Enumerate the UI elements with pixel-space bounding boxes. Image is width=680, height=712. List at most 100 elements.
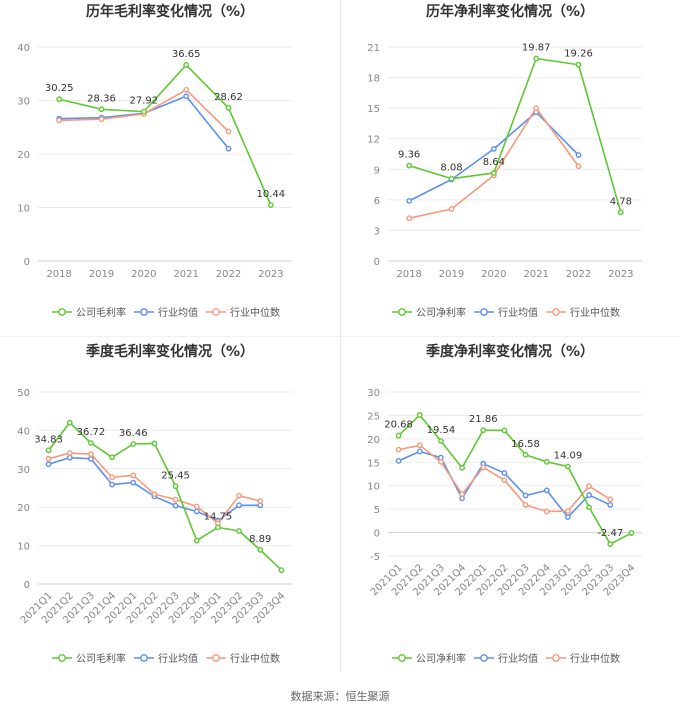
x-tick-label: 2019: [89, 269, 114, 280]
data-point-company: [257, 546, 264, 553]
legend-marker: [212, 308, 220, 316]
data-point-company: [459, 465, 465, 471]
data-point-median: [416, 442, 423, 449]
series-line-company: [47, 421, 282, 571]
legend-marker: [58, 654, 66, 662]
chart-annual-net-margin: 历年净利率变化情况（%） 0 3 6 9 12 15 18 21 2018 2019 2020 2021…: [340, 0, 680, 336]
data-label: 20.68: [384, 420, 413, 431]
data-point-company: [628, 530, 635, 536]
data-point-avg: [236, 502, 242, 509]
data-point-median: [565, 508, 571, 514]
data-point-company: [448, 175, 455, 182]
chart-annual-net-margin-svg: 历年净利率变化情况（%） 0 3 6 9 12 15 18 21 2018 2019 2020 2021…: [367, 3, 642, 319]
data-point-company: [267, 202, 274, 209]
chart-annual-gross-margin: 历年毛利率变化情况（%） 0 10 20 30 40 2018 2019 2020 2021 202…: [0, 0, 340, 336]
y-tick-label: 0: [374, 257, 380, 268]
legend-label-company: 公司净利率: [416, 306, 466, 319]
legend-marker: [480, 654, 488, 662]
data-point-avg: [565, 514, 571, 521]
series-line-company: [408, 57, 622, 213]
y-tick-label: 15: [367, 458, 380, 469]
data-point-avg: [575, 152, 582, 158]
data-label: 30.25: [45, 83, 74, 94]
data-point-company: [501, 427, 508, 434]
legend-marker: [58, 308, 66, 316]
x-tick-label: 2021: [173, 269, 198, 280]
data-point-avg: [183, 93, 190, 100]
data-point-company: [416, 412, 423, 418]
x-tick-label: 2018: [46, 269, 71, 280]
data-point-company: [88, 440, 94, 446]
data-label: 25.45: [161, 470, 190, 481]
y-tick-label: 3: [374, 226, 380, 237]
data-point-median: [45, 455, 52, 462]
data-point-median: [236, 492, 242, 499]
legend-marker: [398, 308, 406, 316]
chart-quarterly-gross-margin-svg: 季度毛利率变化情况（%）010203040502021Q12021Q22021Q…: [17, 343, 292, 665]
data-point-company: [395, 432, 402, 439]
data-label: 36.65: [172, 49, 201, 60]
data-label: 14.09: [554, 451, 583, 462]
data-label: 28.62: [214, 92, 243, 103]
data-point-avg: [109, 481, 115, 488]
data-point-company: [522, 451, 529, 458]
data-point-company: [236, 528, 242, 534]
data-point-median: [501, 477, 508, 483]
data-label: 19.87: [522, 43, 551, 54]
data-point-median: [56, 117, 63, 124]
data-point-company: [56, 96, 63, 103]
data-point-median: [438, 458, 444, 465]
data-point-company: [66, 419, 73, 426]
data-point-avg: [543, 487, 550, 494]
data-point-median: [586, 483, 592, 490]
data-point-avg: [416, 448, 423, 455]
y-tick-label: 30: [17, 465, 30, 476]
chart-quarterly-gross-margin: 季度毛利率变化情况（%） 0 10 20 30 40 50 2021Q1 2021Q2 2021Q…: [0, 336, 340, 676]
legend-label-avg: 行业均值: [158, 652, 198, 665]
data-point-avg: [193, 508, 200, 515]
legend-label-company: 公司净利率: [416, 652, 466, 665]
legend-label-avg: 行业均值: [498, 306, 538, 319]
y-tick-label: 40: [17, 426, 30, 437]
data-point-avg: [406, 197, 413, 204]
data-point-avg: [66, 454, 73, 461]
data-label: 27.92: [130, 96, 159, 107]
horizontal-divider: [0, 336, 680, 337]
legend-label-median: 行业中位数: [230, 306, 280, 319]
series-line-company: [398, 414, 632, 545]
chart-quarterly-net-margin-svg: 季度净利率变化情况（%）-50510152025302021Q12021Q220…: [367, 343, 642, 665]
data-source-footer: 数据来源：恒生聚源: [290, 690, 390, 703]
data-label: 10.44: [257, 189, 286, 200]
series-line-company: [58, 64, 272, 206]
data-point-median: [575, 163, 582, 170]
data-point-company: [575, 61, 582, 68]
y-tick-label: 25: [367, 411, 380, 422]
y-tick-label: 20: [367, 435, 380, 446]
legend-marker: [140, 654, 148, 662]
data-point-avg: [88, 455, 94, 462]
data-point-company: [586, 504, 592, 511]
data-point-company: [607, 541, 614, 548]
data-point-avg: [45, 461, 52, 468]
data-point-median: [225, 128, 232, 135]
data-point-median: [607, 496, 614, 503]
y-tick-label: 20: [17, 503, 30, 514]
data-label: 36.46: [119, 428, 148, 439]
y-tick-label: 50: [17, 388, 30, 399]
data-point-company: [406, 162, 413, 169]
y-tick-label: 30: [17, 97, 30, 108]
data-label: 21.86: [469, 414, 498, 425]
x-tick-label: 2023: [608, 269, 633, 280]
data-point-median: [480, 464, 487, 471]
data-point-median: [183, 86, 190, 93]
data-point-company: [151, 440, 158, 447]
legend-label-median: 行业中位数: [230, 652, 280, 665]
x-tick-label: 2018: [396, 269, 421, 280]
data-point-avg: [501, 470, 508, 476]
x-tick-label: 2020: [481, 269, 506, 280]
y-tick-label: 10: [367, 482, 380, 493]
data-point-company: [438, 438, 444, 444]
y-tick-label: 6: [374, 196, 380, 207]
legend-marker: [480, 308, 488, 316]
